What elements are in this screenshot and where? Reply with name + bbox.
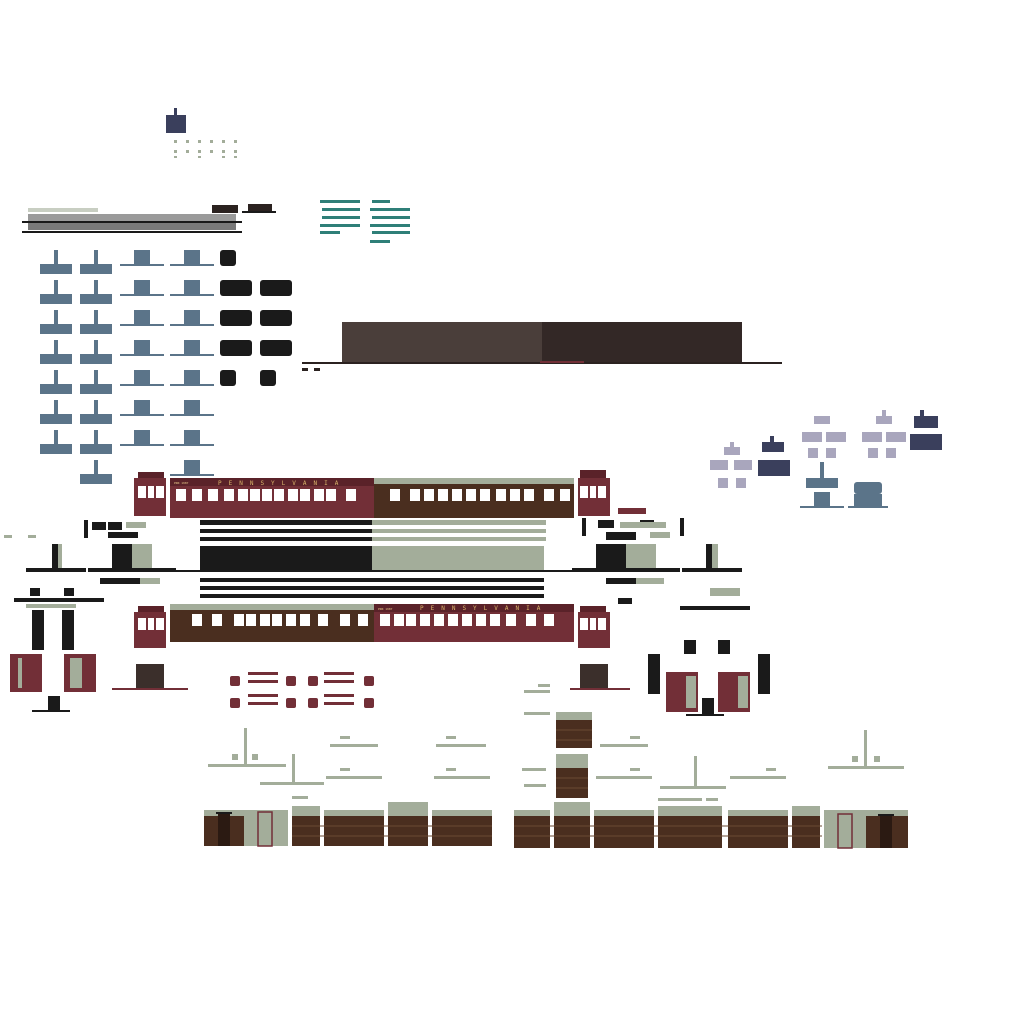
right-side-sprites [572,508,770,716]
black-seat-tiles-sprite [220,250,292,386]
car-label-top: PENNSYLVANIA [218,480,345,487]
platform-strip-sprite [22,204,276,233]
navy-lamp-sprites [758,410,942,476]
sage-ledges-sprite [208,684,904,801]
station-roof-sprite [302,322,782,371]
car-end-caps-top [134,470,610,516]
car-end-caps-bottom [112,606,630,690]
car-label-bottom: PENNSYLVANIA [420,605,547,612]
train-car-bottom: PENNSYLVANIA PRR 1987 [170,604,574,642]
track-stripes [176,520,572,598]
left-side-sprites [4,520,176,712]
post-tiles-sprite [40,250,214,484]
bench-rows-sprite [230,672,374,708]
car-number-bottom: PRR 1987 [378,607,393,611]
navy-crate-sprite [166,108,186,133]
car-number-top: PRR 1987 [174,481,189,485]
slate-stand-sprites [800,462,888,508]
dotted-row-sprite [174,140,237,158]
brick-walls-sprite [204,712,908,849]
train-car-top: PENNSYLVANIA PRR 1987 [170,478,574,518]
teal-stripes-sprite [320,200,410,243]
lilac-bench-sprites [710,410,906,488]
